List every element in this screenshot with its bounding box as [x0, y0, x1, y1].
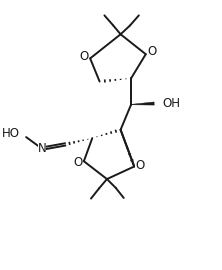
Text: O: O: [135, 159, 145, 172]
Text: O: O: [80, 50, 89, 63]
Text: N: N: [38, 142, 46, 155]
Polygon shape: [131, 102, 154, 105]
Text: O: O: [73, 156, 83, 169]
Text: OH: OH: [162, 97, 180, 110]
Text: O: O: [147, 45, 156, 58]
Text: HO: HO: [2, 127, 20, 140]
